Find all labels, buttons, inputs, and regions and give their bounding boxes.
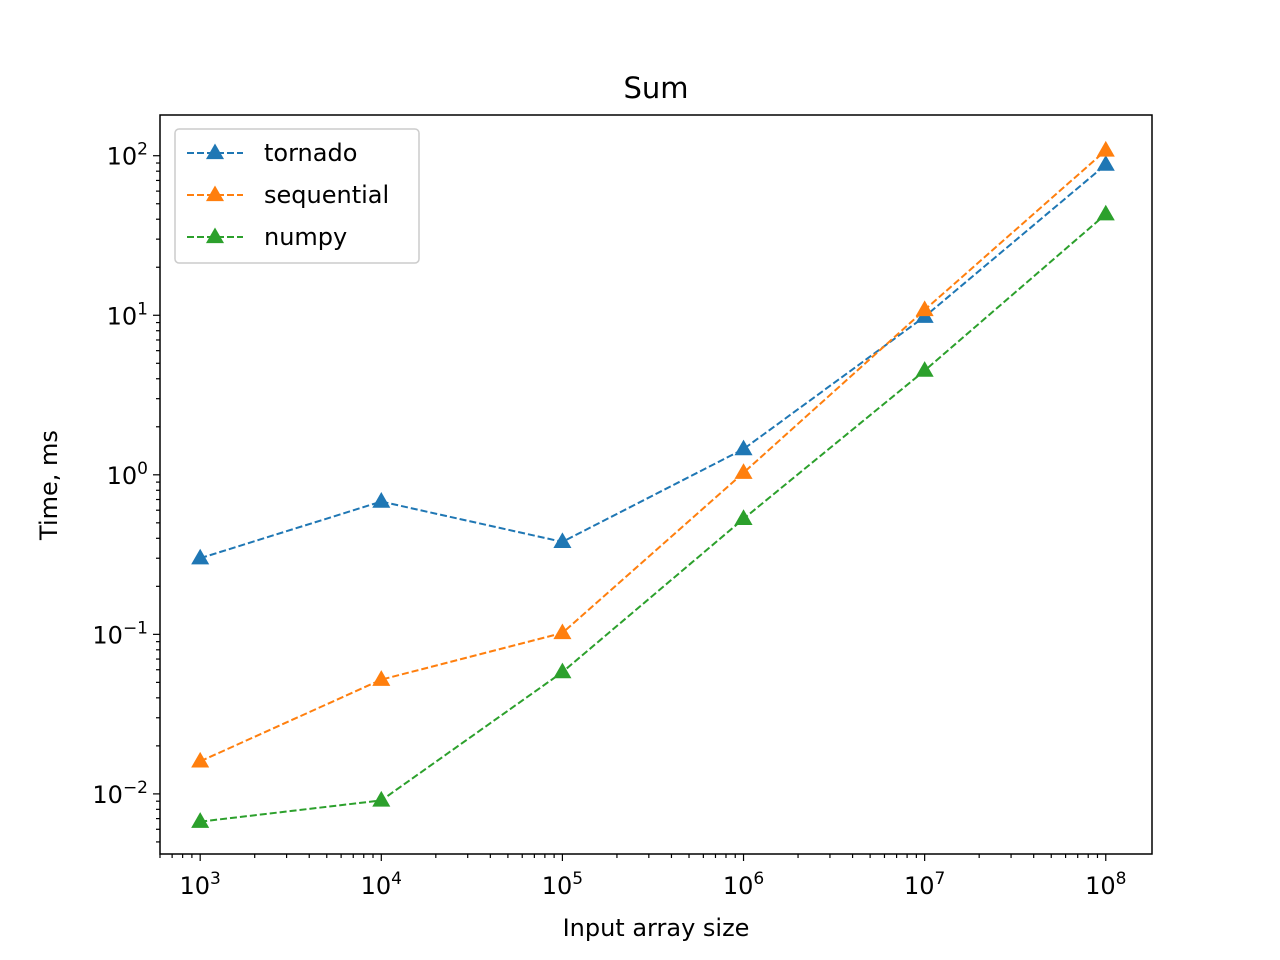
series-tornado [191,155,1115,565]
data-point-tornado [372,492,391,508]
data-point-sequential [1096,140,1115,157]
chart-title: Sum [623,71,688,105]
data-point-tornado [1096,155,1115,171]
series-numpy [191,204,1115,828]
data-point-sequential [553,623,572,640]
data-point-numpy [734,509,753,525]
x-axis-label: Input array size [563,914,750,942]
x-tick-label: 105 [542,869,583,900]
data-point-numpy [1096,204,1115,221]
data-point-tornado [734,439,753,456]
data-point-sequential [734,463,753,479]
data-point-numpy [191,812,210,828]
series-line-numpy [200,213,1107,823]
series-sequential [191,140,1115,768]
axes-frame [159,114,1153,855]
series-line-tornado [199,163,1107,560]
data-point-numpy [915,361,934,377]
data-point-tornado [191,548,210,565]
legend-marker-numpy [205,227,225,244]
x-tick-label: 106 [723,869,764,900]
y-tick-label: 10−2 [92,778,148,809]
data-point-numpy [553,662,572,679]
legend-label-sequential: sequential [264,181,389,209]
data-point-sequential [191,751,210,768]
major-ticks: 103 104 105 106 107 108 10−2 10−1 100 101 102 [92,140,1126,900]
y-tick-label: 101 [107,299,148,330]
data-point-tornado [553,532,572,549]
y-tick-label: 100 [107,459,148,490]
x-tick-label: 103 [179,869,220,900]
legend-marker-tornado [205,143,225,160]
y-axis-label: Time, ms [35,430,63,541]
y-tick-label: 10−1 [92,618,148,649]
data-point-sequential [915,300,934,317]
legend: tornado sequential numpy [174,128,420,264]
data-point-numpy [372,790,391,807]
legend-label-tornado: tornado [264,139,357,167]
series-line-sequential [199,149,1107,763]
legend-marker-sequential [205,185,225,202]
x-tick-label: 107 [904,869,945,900]
plot-area: 103 104 105 106 107 108 10−2 10−1 100 101 102 [92,114,1153,900]
data-point-sequential [372,670,391,686]
legend-box [174,128,420,264]
x-tick-label: 108 [1085,869,1126,900]
y-tick-label: 102 [107,140,148,171]
legend-label-numpy: numpy [264,223,347,251]
x-tick-label: 104 [361,869,402,900]
